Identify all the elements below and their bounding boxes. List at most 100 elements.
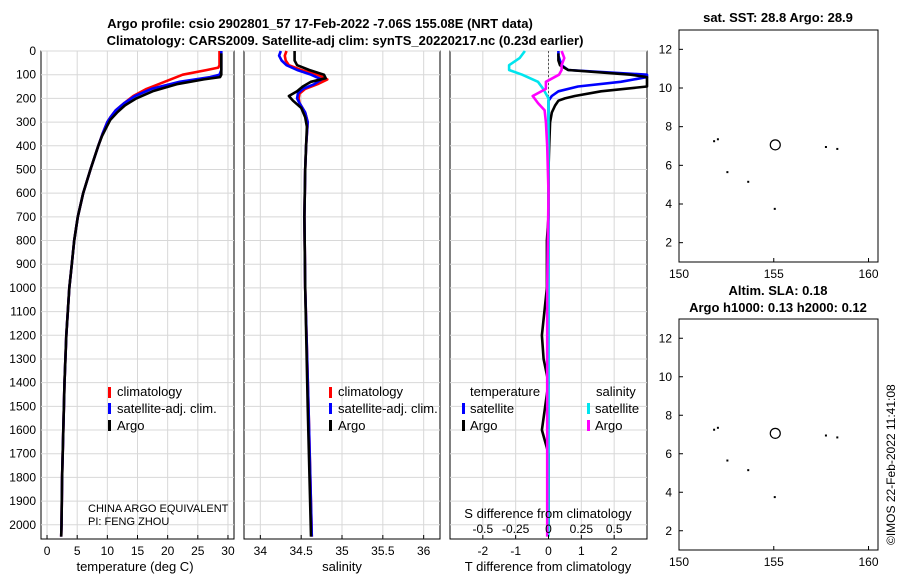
legend-t-argo: Argo xyxy=(470,418,497,433)
y-tick-label: 800 xyxy=(16,234,36,248)
legend-s-satellite: satellite xyxy=(595,401,639,416)
sla-map-title-line2: Argo h1000: 0.13 h2000: 0.12 xyxy=(689,300,867,315)
y-tick-label: 1700 xyxy=(9,447,36,461)
salinity-grid xyxy=(244,50,440,539)
x-tick-label: 34 xyxy=(254,544,268,558)
island-marker xyxy=(773,496,776,499)
y-tick-label: 300 xyxy=(16,115,36,129)
legend-s-argo: Argo xyxy=(595,418,622,433)
map-x-tick-label: 155 xyxy=(764,555,784,569)
y-tick-label: 1300 xyxy=(9,352,36,366)
legend-marker-satellite xyxy=(108,403,111,414)
salinity-series xyxy=(277,50,329,537)
map-y-tick-label: 10 xyxy=(659,81,673,95)
series-line-argo xyxy=(59,53,223,537)
island-marker xyxy=(836,436,839,439)
legend-marker-satellite xyxy=(329,403,332,414)
s-tick-label: -0.25 xyxy=(502,522,530,536)
y-tick-label: 200 xyxy=(16,91,36,105)
temperature-grid xyxy=(41,50,234,539)
map-y-tick-label: 6 xyxy=(665,158,672,172)
y-tick-label: 0 xyxy=(29,44,36,58)
y-tick-label: 100 xyxy=(16,68,36,82)
float-position-marker xyxy=(769,139,781,151)
sst-map-title: sat. SST: 28.8 Argo: 28.9 xyxy=(703,10,853,25)
map-x-tick-label: 150 xyxy=(669,555,689,569)
difference-xlabel: T difference from climatology xyxy=(465,559,632,574)
legend-header-temperature: temperature xyxy=(470,384,540,399)
x-tick-label: 36 xyxy=(417,544,431,558)
y-tick-label: 1100 xyxy=(10,305,36,319)
difference-legend: temperature salinity satellite Argo sate… xyxy=(462,384,639,433)
x-tick-label: 30 xyxy=(221,544,235,558)
legend-marker-climatology xyxy=(329,387,332,398)
legend-satellite: satellite-adj. clim. xyxy=(117,401,217,416)
island-marker xyxy=(773,207,776,210)
s-difference-axis-label: S difference from climatology xyxy=(464,506,632,521)
figure-title-line1: Argo profile: csio 2902801_57 17-Feb-202… xyxy=(107,16,533,31)
legend-marker-argo xyxy=(329,420,332,431)
island-marker xyxy=(747,469,750,472)
s-tick-label: -0.5 xyxy=(472,522,493,536)
map-y-tick-label: 4 xyxy=(665,197,672,211)
salinity-xlabel: salinity xyxy=(322,559,362,574)
island-marker xyxy=(713,428,716,431)
sla-map-frame xyxy=(678,318,879,551)
legend-marker-t-argo xyxy=(462,420,465,431)
y-tick-label: 400 xyxy=(16,139,36,153)
map-y-tick-label: 4 xyxy=(665,485,672,499)
annotation-program: CHINA ARGO EQUIVALENT xyxy=(88,503,229,515)
y-tick-label: 1900 xyxy=(9,494,36,508)
sla-map-title-line1: Altim. SLA: 0.18 xyxy=(729,283,828,298)
x-tick-label: -1 xyxy=(510,544,521,558)
y-tick-label: 1600 xyxy=(9,423,36,437)
y-tick-label: 1500 xyxy=(9,399,36,413)
temperature-axis: 0 5 10 15 20 25 30 xyxy=(44,535,235,558)
x-tick-label: 1 xyxy=(578,544,585,558)
map-y-tick-label: 12 xyxy=(659,42,673,56)
map-x-tick-label: 155 xyxy=(764,267,784,281)
y-tick-label: 500 xyxy=(16,162,36,176)
map-y-tick-label: 2 xyxy=(665,524,672,538)
map-x-tick-label: 160 xyxy=(859,555,879,569)
sst-map-frame xyxy=(678,29,879,263)
map-y-tick-label: 2 xyxy=(665,236,672,250)
difference-series xyxy=(507,50,649,537)
x-tick-label: 5 xyxy=(74,544,81,558)
island-marker xyxy=(716,138,719,141)
temperature-xlabel: temperature (deg C) xyxy=(76,559,193,574)
island-marker xyxy=(824,434,827,437)
map-y-tick-label: 12 xyxy=(659,331,673,345)
x-tick-label: 0 xyxy=(545,544,552,558)
legend-marker-t-satellite xyxy=(462,403,465,414)
temperature-series xyxy=(59,51,223,537)
x-tick-label: -2 xyxy=(477,544,488,558)
salinity-legend: climatology satellite-adj. clim. Argo xyxy=(329,384,438,433)
x-tick-label: 25 xyxy=(191,544,205,558)
map-y-tick-label: 10 xyxy=(659,370,673,384)
float-position-marker xyxy=(769,427,781,439)
y-tick-label: 1000 xyxy=(9,281,36,295)
annotation-pi: PI: FENG ZHOU xyxy=(88,516,169,528)
s-tick-label: 0 xyxy=(545,522,552,536)
x-tick-label: 10 xyxy=(101,544,115,558)
difference-axis: -2 -1 0 1 2 -0.5 -0.25 0 0.25 0.5 xyxy=(472,522,622,558)
legend-marker-argo xyxy=(108,420,111,431)
temperature-legend: climatology satellite-adj. clim. Argo xyxy=(108,384,217,433)
salinity-axis: 34 34.5 35 35.5 36 xyxy=(254,535,431,558)
y-tick-label: 700 xyxy=(16,210,36,224)
island-marker xyxy=(716,426,719,429)
imos-watermark: ©IMOS 22-Feb-2022 11:41:08 xyxy=(884,384,898,545)
depth-axis: 0 100 200 300 400 500 600 700 800 900 1000 1100 1200… xyxy=(9,44,36,532)
legend-argo: Argo xyxy=(338,418,365,433)
legend-satellite: satellite-adj. clim. xyxy=(338,401,438,416)
y-tick-label: 600 xyxy=(16,186,36,200)
island-marker xyxy=(726,171,729,174)
y-tick-label: 1400 xyxy=(9,376,36,390)
legend-climatology: climatology xyxy=(338,384,404,399)
y-tick-label: 900 xyxy=(16,257,36,271)
map-y-tick-label: 8 xyxy=(665,120,672,134)
legend-climatology: climatology xyxy=(117,384,183,399)
legend-argo: Argo xyxy=(117,418,144,433)
